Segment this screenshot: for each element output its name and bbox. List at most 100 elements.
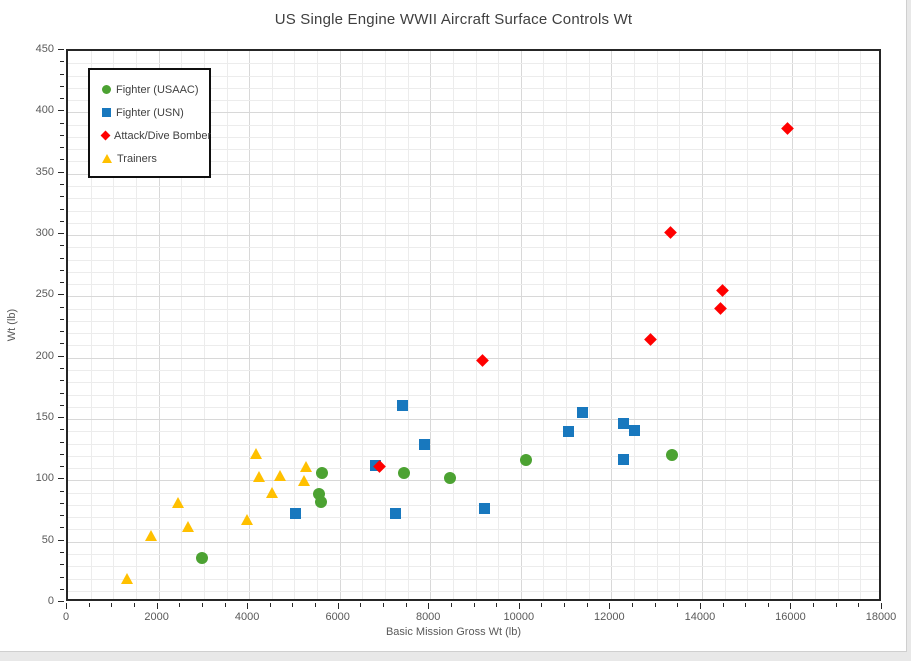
x-axis-tick-label: 14000 <box>684 611 716 623</box>
minor-gridline <box>68 75 879 77</box>
x-axis-tick <box>632 603 633 607</box>
minor-gridline <box>226 51 228 599</box>
y-axis-title: Wt (lb) <box>6 308 18 342</box>
y-axis-tick-label: 450 <box>35 43 54 55</box>
data-point-square <box>479 503 491 514</box>
x-axis-tick-label: 0 <box>62 611 70 623</box>
x-axis-tick <box>790 603 792 609</box>
minor-gridline <box>815 51 817 599</box>
minor-gridline <box>68 222 879 224</box>
x-axis-tick <box>858 603 860 607</box>
y-axis-tick-label: 300 <box>35 227 54 239</box>
green-circle-icon <box>102 85 111 94</box>
minor-gridline <box>68 369 879 371</box>
major-gridline <box>68 296 879 298</box>
legend-item-fighter-usaac: Fighter (USAAC) <box>102 78 199 101</box>
y-axis-tick <box>58 49 64 50</box>
x-axis-tick <box>835 603 837 607</box>
minor-gridline <box>68 406 879 408</box>
y-axis-tick <box>60 453 64 455</box>
minor-gridline <box>68 455 879 457</box>
y-axis-tick <box>60 159 64 161</box>
y-axis-tick <box>58 417 64 418</box>
x-axis-tick <box>269 603 271 607</box>
y-axis-tick <box>58 110 64 112</box>
minor-gridline <box>68 124 879 126</box>
y-axis-tick <box>58 539 64 541</box>
major-gridline <box>520 51 522 599</box>
data-point-circle <box>666 448 678 461</box>
y-axis-tick <box>60 282 64 284</box>
x-axis-tick <box>247 603 249 609</box>
minor-gridline <box>294 51 296 599</box>
minor-gridline <box>68 247 879 249</box>
minor-gridline <box>475 51 477 599</box>
blue-square-icon <box>102 108 111 117</box>
data-point-square <box>563 425 575 437</box>
minor-gridline <box>68 504 879 506</box>
minor-gridline <box>566 51 568 599</box>
x-axis-tick <box>315 603 316 607</box>
x-axis-tick <box>292 603 294 607</box>
y-axis-tick <box>60 122 64 124</box>
data-point-triangle <box>145 530 158 541</box>
data-point-triangle <box>298 474 311 486</box>
minor-gridline <box>135 51 137 599</box>
x-axis-tick <box>156 603 158 609</box>
x-axis-tick-label: 8000 <box>415 611 441 623</box>
x-axis-tick-label: 12000 <box>594 611 625 623</box>
data-point-triangle <box>120 573 133 584</box>
legend-item-trainers: Trainers <box>102 147 199 170</box>
y-axis-tick <box>60 245 64 247</box>
data-point-triangle <box>252 471 265 483</box>
x-axis-tick <box>518 603 520 609</box>
minor-gridline <box>68 333 879 335</box>
x-axis-tick <box>677 603 679 607</box>
x-axis-tick <box>881 603 882 609</box>
y-axis-tick <box>60 343 64 345</box>
minor-gridline <box>68 578 879 580</box>
minor-gridline <box>68 345 879 347</box>
minor-gridline <box>68 161 879 163</box>
minor-gridline <box>860 51 862 599</box>
minor-gridline <box>656 51 658 599</box>
y-axis-tick <box>60 466 64 468</box>
data-point-diamond <box>475 353 489 367</box>
minor-gridline <box>68 259 879 261</box>
x-axis-tick-label: 10000 <box>503 611 535 623</box>
x-axis-tick-label: 4000 <box>234 611 260 623</box>
minor-gridline <box>68 210 879 212</box>
x-axis-tick <box>654 603 656 607</box>
major-gridline <box>611 51 613 599</box>
data-point-triangle <box>172 496 184 508</box>
x-axis-tick <box>179 603 181 607</box>
legend-label: Trainers <box>117 152 157 165</box>
major-gridline <box>792 51 794 599</box>
data-point-triangle <box>241 514 254 526</box>
x-axis-tick <box>337 603 339 609</box>
y-axis-tick <box>60 380 64 382</box>
x-axis-tick <box>745 603 747 607</box>
minor-gridline <box>68 468 879 470</box>
major-gridline <box>68 480 879 482</box>
x-axis-tick-label: 6000 <box>325 611 350 623</box>
major-gridline <box>68 235 879 236</box>
x-axis-tick <box>224 603 226 607</box>
minor-gridline <box>68 271 879 273</box>
minor-gridline <box>747 51 749 599</box>
minor-gridline <box>271 51 273 599</box>
y-axis-tick <box>58 233 64 234</box>
data-point-triangle <box>300 461 313 473</box>
minor-gridline <box>452 51 454 599</box>
major-gridline <box>68 112 879 114</box>
major-gridline <box>68 541 879 543</box>
major-gridline <box>68 357 879 359</box>
y-axis-tick <box>60 502 64 504</box>
y-axis-tick <box>60 220 64 222</box>
minor-gridline <box>769 51 771 599</box>
x-axis-tick <box>722 603 724 607</box>
y-axis-tick-label: 250 <box>35 288 54 301</box>
y-axis-tick <box>58 171 64 173</box>
x-axis-tick <box>496 603 498 607</box>
